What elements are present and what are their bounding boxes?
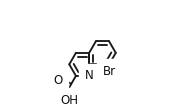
Text: N: N bbox=[85, 69, 94, 82]
Text: Br: Br bbox=[103, 65, 116, 78]
Text: O: O bbox=[53, 74, 62, 87]
Text: OH: OH bbox=[60, 94, 78, 107]
